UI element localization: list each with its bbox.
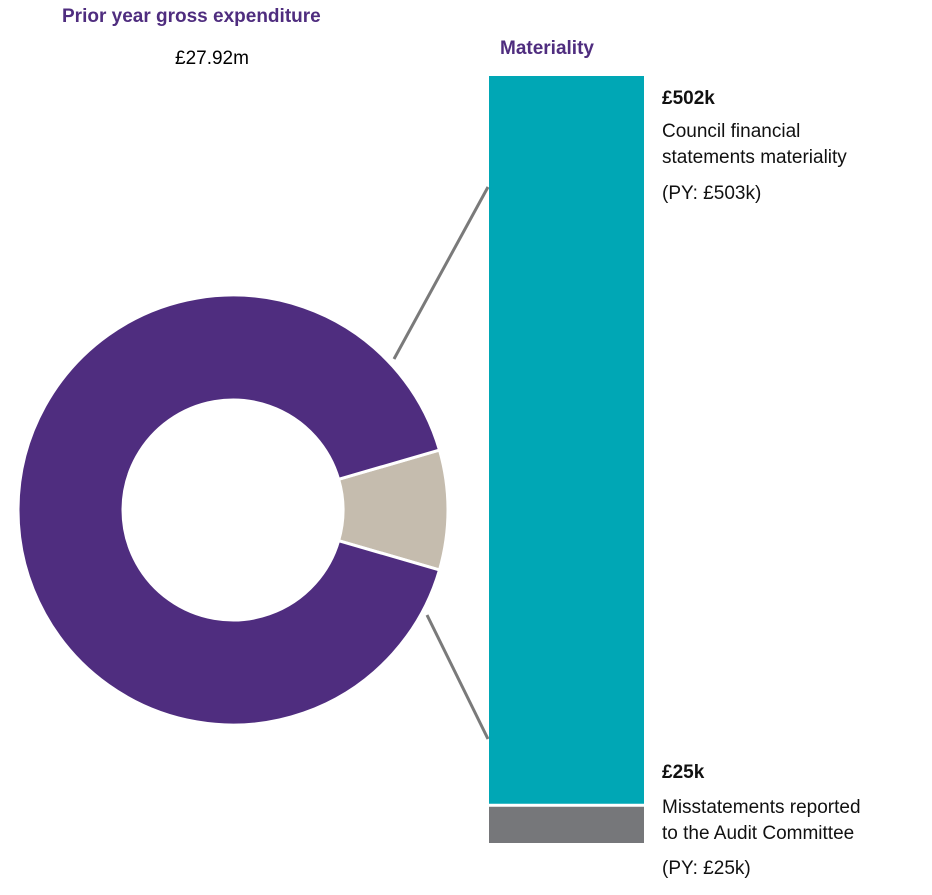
audit-committee-description: Misstatements reported to the Audit Comm…: [662, 795, 861, 847]
bar-segment-council-materiality: [489, 76, 644, 804]
audit-committee-amount: £25k: [662, 762, 705, 783]
donut-slice-gross-expenditure: [16, 293, 442, 727]
council-materiality-line-1: Council financial: [662, 121, 801, 142]
audit-committee-info: £25k Misstatements reported to the Audit…: [662, 760, 861, 882]
connector-line-top: [392, 186, 490, 360]
council-materiality-amount: £502k: [662, 88, 715, 109]
materiality-stacked-bar: [489, 76, 644, 843]
expenditure-donut: [16, 293, 450, 727]
audit-committee-line-2: to the Audit Committee: [662, 823, 855, 844]
council-materiality-info: £502k Council financial statements mater…: [662, 86, 847, 207]
gross-expenditure-value: £27.92m: [175, 48, 249, 69]
connector-line-bottom: [425, 614, 490, 740]
audit-committee-line-1: Misstatements reported: [662, 797, 861, 818]
council-materiality-description: Council financial statements materiality: [662, 119, 847, 171]
gross-expenditure-title: Prior year gross expenditure: [62, 6, 321, 27]
materiality-title: Materiality: [500, 38, 594, 59]
audit-committee-prior-year: (PY: £25k): [662, 858, 751, 879]
bar-segment-audit-committee: [489, 806, 644, 843]
council-materiality-line-2: statements materiality: [662, 147, 847, 168]
council-materiality-prior-year: (PY: £503k): [662, 183, 762, 204]
